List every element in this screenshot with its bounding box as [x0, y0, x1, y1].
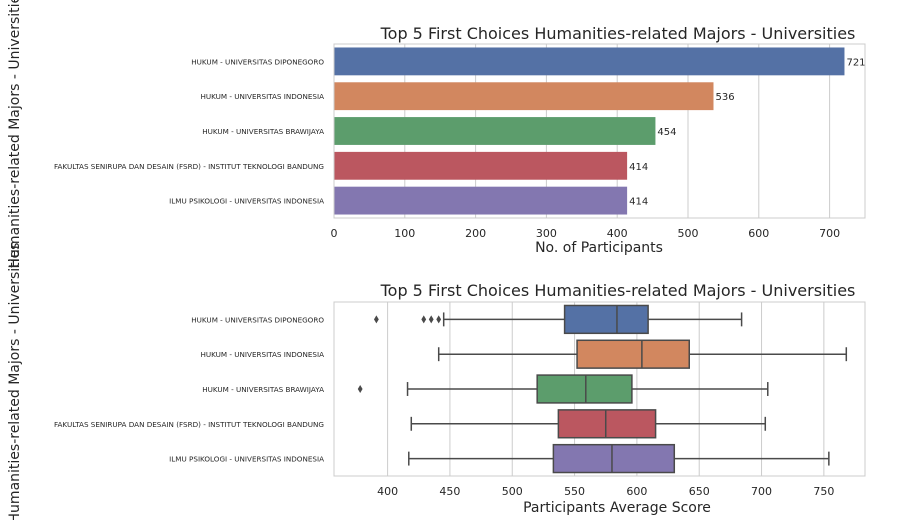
box-outlier	[436, 315, 442, 324]
box-chart-ylabel: Humanities-related Majors - Universities	[7, 243, 23, 520]
bar-chart-category-labels: HUKUM - UNIVERSITAS DIPONEGORO HUKUM - UN…	[54, 57, 324, 205]
box-x-tick-label: 750	[813, 485, 834, 498]
bar-x-tick-label: 700	[819, 227, 840, 240]
box-outlier	[428, 315, 434, 324]
bar-x-tick-label: 100	[394, 227, 415, 240]
box-x-tick-label: 550	[564, 485, 585, 498]
box-iqr	[563, 304, 649, 335]
box	[357, 374, 769, 404]
box	[437, 339, 848, 369]
bar	[334, 47, 845, 76]
bar	[334, 117, 656, 145]
bar	[334, 151, 628, 180]
box-category-label: HUKUM - UNIVERSITAS INDONESIA	[200, 350, 324, 359]
box-chart-boxes	[357, 304, 848, 474]
box-category-label: HUKUM - UNIVERSITAS BRAWIJAYA	[202, 385, 324, 394]
box-outlier	[373, 315, 379, 324]
box-chart-x-ticks: 400 450 500 550 600 650 700 750	[377, 485, 834, 498]
bar-chart-bars	[334, 47, 845, 215]
bar-category-label: HUKUM - UNIVERSITAS BRAWIJAYA	[202, 127, 324, 136]
box-category-label: ILMU PSIKOLOGI - UNIVERSITAS INDONESIA	[169, 455, 324, 464]
bar-category-label: HUKUM - UNIVERSITAS DIPONEGORO	[191, 57, 324, 66]
box-x-tick-label: 650	[689, 485, 710, 498]
box-category-label: FAKULTAS SENIRUPA DAN DESAIN (FSRD) - IN…	[54, 420, 324, 429]
box-chart-xlabel: Participants Average Score	[523, 500, 711, 516]
bar-x-tick-label: 600	[748, 227, 769, 240]
box-x-tick-label: 600	[626, 485, 647, 498]
bar-chart: Top 5 First Choices Humanities-related M…	[7, 0, 866, 268]
bar-chart-ylabel: Humanities-related Majors - Universities	[7, 0, 23, 268]
box	[373, 304, 743, 335]
bar-value-label: 536	[715, 92, 734, 103]
box-chart: Top 5 First Choices Humanities-related M…	[7, 243, 866, 523]
bar-category-label: FAKULTAS SENIRUPA DAN DESAIN (FSRD) - IN…	[54, 162, 324, 171]
bar-x-tick-label: 400	[607, 227, 628, 240]
bar-x-tick-label: 300	[536, 227, 557, 240]
bar	[334, 186, 628, 215]
box-chart-category-labels: HUKUM - UNIVERSITAS DIPONEGORO HUKUM - UN…	[54, 315, 324, 463]
box-x-tick-label: 400	[377, 485, 398, 498]
box-x-tick-label: 500	[502, 485, 523, 498]
bar-category-label: ILMU PSIKOLOGI - UNIVERSITAS INDONESIA	[169, 197, 324, 206]
bar-x-tick-label: 500	[678, 227, 699, 240]
bar-value-label: 414	[629, 162, 648, 173]
box-chart-frame	[333, 301, 866, 477]
box-x-tick-label: 700	[751, 485, 772, 498]
bar-chart-title: Top 5 First Choices Humanities-related M…	[380, 24, 856, 43]
bar-value-label: 454	[657, 127, 676, 138]
box-outlier	[421, 315, 427, 324]
bar-x-tick-label: 0	[331, 227, 338, 240]
box	[410, 409, 767, 439]
box-category-label: HUKUM - UNIVERSITAS DIPONEGORO	[191, 315, 324, 324]
bar-chart-frame	[333, 43, 866, 219]
box-iqr	[576, 339, 690, 369]
bar-value-label: 721	[846, 57, 865, 68]
bar-category-label: HUKUM - UNIVERSITAS INDONESIA	[200, 92, 324, 101]
bar-chart-x-ticks: 0 100 200 300 400 500 600 700	[331, 227, 841, 240]
box-chart-title: Top 5 First Choices Humanities-related M…	[380, 281, 856, 300]
bar-x-tick-label: 200	[465, 227, 486, 240]
box-outlier	[357, 385, 363, 393]
box-iqr	[536, 374, 633, 404]
box	[408, 443, 830, 474]
box-iqr	[552, 443, 676, 474]
bar-value-label: 414	[629, 197, 648, 208]
box-iqr	[557, 409, 657, 439]
bar-chart-xlabel: No. of Participants	[535, 240, 663, 256]
box-x-tick-label: 450	[439, 485, 460, 498]
bar-chart-value-labels: 721 536 454 414 414	[629, 57, 865, 207]
bar	[334, 82, 714, 111]
